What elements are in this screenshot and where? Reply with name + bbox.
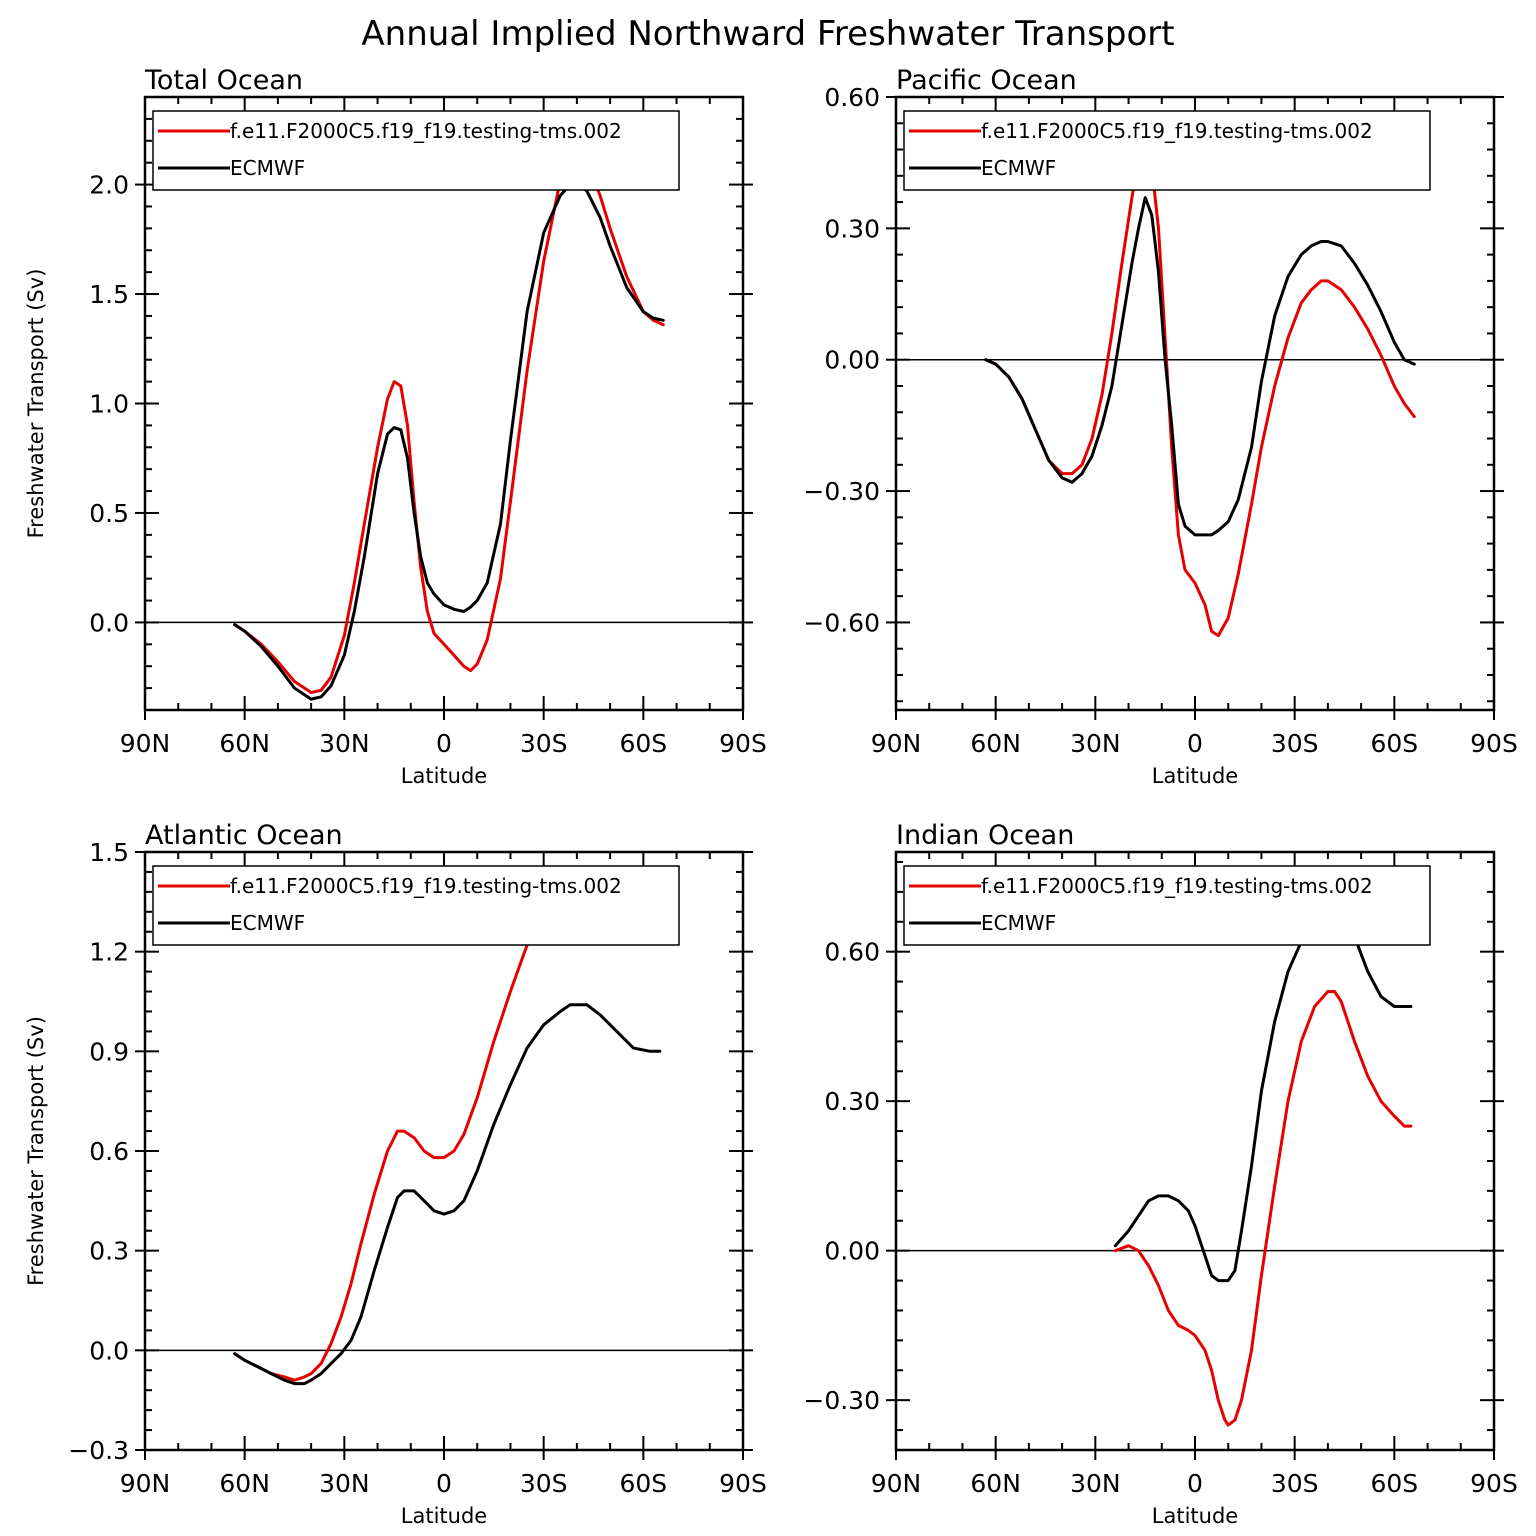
indian-ocean-xtick-label: 30N [1070,1469,1121,1498]
total-ocean-ylabel: Freshwater Transport (Sv) [24,269,48,539]
pacific-ocean-legend-box [903,110,1431,191]
pacific-ocean-xtick-label: 60S [1370,729,1418,758]
indian-ocean-ytick-label: 0.00 [824,1237,880,1266]
total-ocean-ytick-label: 1.5 [89,280,129,309]
pacific-ocean-xlabel: Latitude [1152,764,1238,788]
atlantic-ocean-legend-box [152,865,680,946]
pacific-ocean-panel: Pacific Ocean 90N 60N 30N 0 30S 60S 90S −0.60 −0.… [803,65,1517,788]
indian-ocean-frame [894,850,1496,1452]
total-ocean-xtick-label: 90N [120,729,171,758]
total-ocean-legend: f.e11.F2000C5.f19_f19.testing-tms.002 ECM… [152,110,680,191]
pacific-ocean-ytick-label: 0.00 [824,346,880,375]
atlantic-ocean-title: Atlantic Ocean [145,820,343,851]
indian-ocean-xtick-label: 60S [1370,1469,1418,1498]
pacific-ocean-xtick-label: 60N [970,729,1021,758]
atlantic-ocean-xtick-label: 60N [219,1469,270,1498]
indian-ocean-ytick-label: 0.60 [824,938,880,967]
total-ocean-xtick-label: 30N [319,729,370,758]
indian-ocean-legend-box [903,865,1431,946]
pacific-ocean-title: Pacific Ocean [896,65,1077,96]
pacific-ocean-series-ecmwf-line [984,196,1416,537]
indian-ocean-xtick-label: 0 [1187,1469,1203,1498]
pacific-ocean-xtick-label: 30N [1070,729,1121,758]
atlantic-ocean-legend: f.e11.F2000C5.f19_f19.testing-tms.002 ECM… [152,865,680,946]
atlantic-ocean-xtick-label: 30S [520,1469,568,1498]
total-ocean-legend-box [152,110,680,191]
indian-ocean-xtick-label: 30S [1271,1469,1319,1498]
pacific-ocean-ytick-label: 0.60 [824,83,880,112]
indian-ocean-series-model-line [1113,990,1413,1427]
pacific-ocean-xtick-label: 30S [1271,729,1319,758]
total-ocean-title: Total Ocean [144,65,303,96]
indian-ocean-legend-label: ECMWF [981,911,1056,935]
pacific-ocean-ytick-label: −0.60 [803,608,880,637]
atlantic-ocean-ylabel: Freshwater Transport (Sv) [24,1016,48,1286]
total-ocean-xtick-label: 30S [520,729,568,758]
atlantic-ocean-series-ecmwf-line [233,1003,662,1386]
pacific-ocean-series-model-line [984,148,1416,638]
total-ocean-xtick-label: 60S [619,729,667,758]
atlantic-ocean-ytick-label: 0.6 [89,1137,129,1166]
indian-ocean-xtick-label: 90N [871,1469,922,1498]
total-ocean-ytick-label: 1.0 [89,390,129,419]
pacific-ocean-ytick-label: −0.30 [803,477,880,506]
total-ocean-ytick-label: 0.5 [89,499,129,528]
pacific-ocean-xtick-label: 90S [1470,729,1518,758]
total-ocean-xtick-label: 0 [436,729,452,758]
atlantic-ocean-frame [143,850,745,1452]
total-ocean-ytick-label: 2.0 [89,171,129,200]
atlantic-ocean-xtick-label: 90S [719,1469,767,1498]
indian-ocean-xtick-label: 90S [1470,1469,1518,1498]
indian-ocean-xlabel: Latitude [1152,1504,1238,1528]
indian-ocean-title: Indian Ocean [896,820,1074,851]
atlantic-ocean-ytick-label: −0.3 [68,1436,129,1465]
figure-title: Annual Implied Northward Freshwater Tran… [361,14,1174,54]
total-ocean-legend-label: f.e11.F2000C5.f19_f19.testing-tms.002 [230,119,622,143]
pacific-ocean-legend-label: f.e11.F2000C5.f19_f19.testing-tms.002 [981,119,1373,143]
atlantic-ocean-ytick-label: 0.0 [89,1336,129,1365]
atlantic-ocean-ytick-label: 1.2 [89,938,129,967]
panels: Total Ocean 90N 60N 30N 0 30S 60S 90S 0.0 0.5 1.0 1… [24,65,1518,1528]
pacific-ocean-frame [894,95,1496,712]
indian-ocean-legend: f.e11.F2000C5.f19_f19.testing-tms.002 ECM… [903,865,1431,946]
total-ocean-legend-label: ECMWF [230,156,305,180]
atlantic-ocean-ytick-label: 1.5 [89,838,129,867]
atlantic-ocean-xtick-label: 0 [436,1469,452,1498]
indian-ocean-legend-label: f.e11.F2000C5.f19_f19.testing-tms.002 [981,874,1373,898]
pacific-ocean-ytick-label: 0.30 [824,214,880,243]
atlantic-ocean-xtick-label: 90N [120,1469,171,1498]
total-ocean-ytick-label: 0.0 [89,608,129,637]
pacific-ocean-legend: f.e11.F2000C5.f19_f19.testing-tms.002 ECM… [903,110,1431,191]
total-ocean-xtick-label: 90S [719,729,767,758]
indian-ocean-ytick-label: 0.30 [824,1087,880,1116]
total-ocean-frame [143,95,745,712]
atlantic-ocean-xtick-label: 30N [319,1469,370,1498]
pacific-ocean-xtick-label: 0 [1187,729,1203,758]
pacific-ocean-xtick-label: 90N [871,729,922,758]
atlantic-ocean-legend-label: ECMWF [230,911,305,935]
total-ocean-xlabel: Latitude [401,764,487,788]
pacific-ocean-legend-label: ECMWF [981,156,1056,180]
atlantic-ocean-xtick-label: 60S [619,1469,667,1498]
atlantic-ocean-ytick-label: 0.3 [89,1237,129,1266]
atlantic-ocean-ytick-label: 0.9 [89,1037,129,1066]
indian-ocean-ytick-label: −0.30 [803,1386,880,1415]
total-ocean-panel: Total Ocean 90N 60N 30N 0 30S 60S 90S 0.0 0.5 1.0 1… [24,65,767,788]
indian-ocean-panel: Indian Ocean 90N 60N 30N 0 30S 60S 90S −0.30 0.00… [803,820,1517,1528]
indian-ocean-xtick-label: 60N [970,1469,1021,1498]
atlantic-ocean-xlabel: Latitude [401,1504,487,1528]
atlantic-ocean-panel: Atlantic Ocean 90N 60N 30N 0 30S 60S 90S −0.3 0.0… [24,820,767,1528]
atlantic-ocean-legend-label: f.e11.F2000C5.f19_f19.testing-tms.002 [230,874,622,898]
total-ocean-xtick-label: 60N [219,729,270,758]
